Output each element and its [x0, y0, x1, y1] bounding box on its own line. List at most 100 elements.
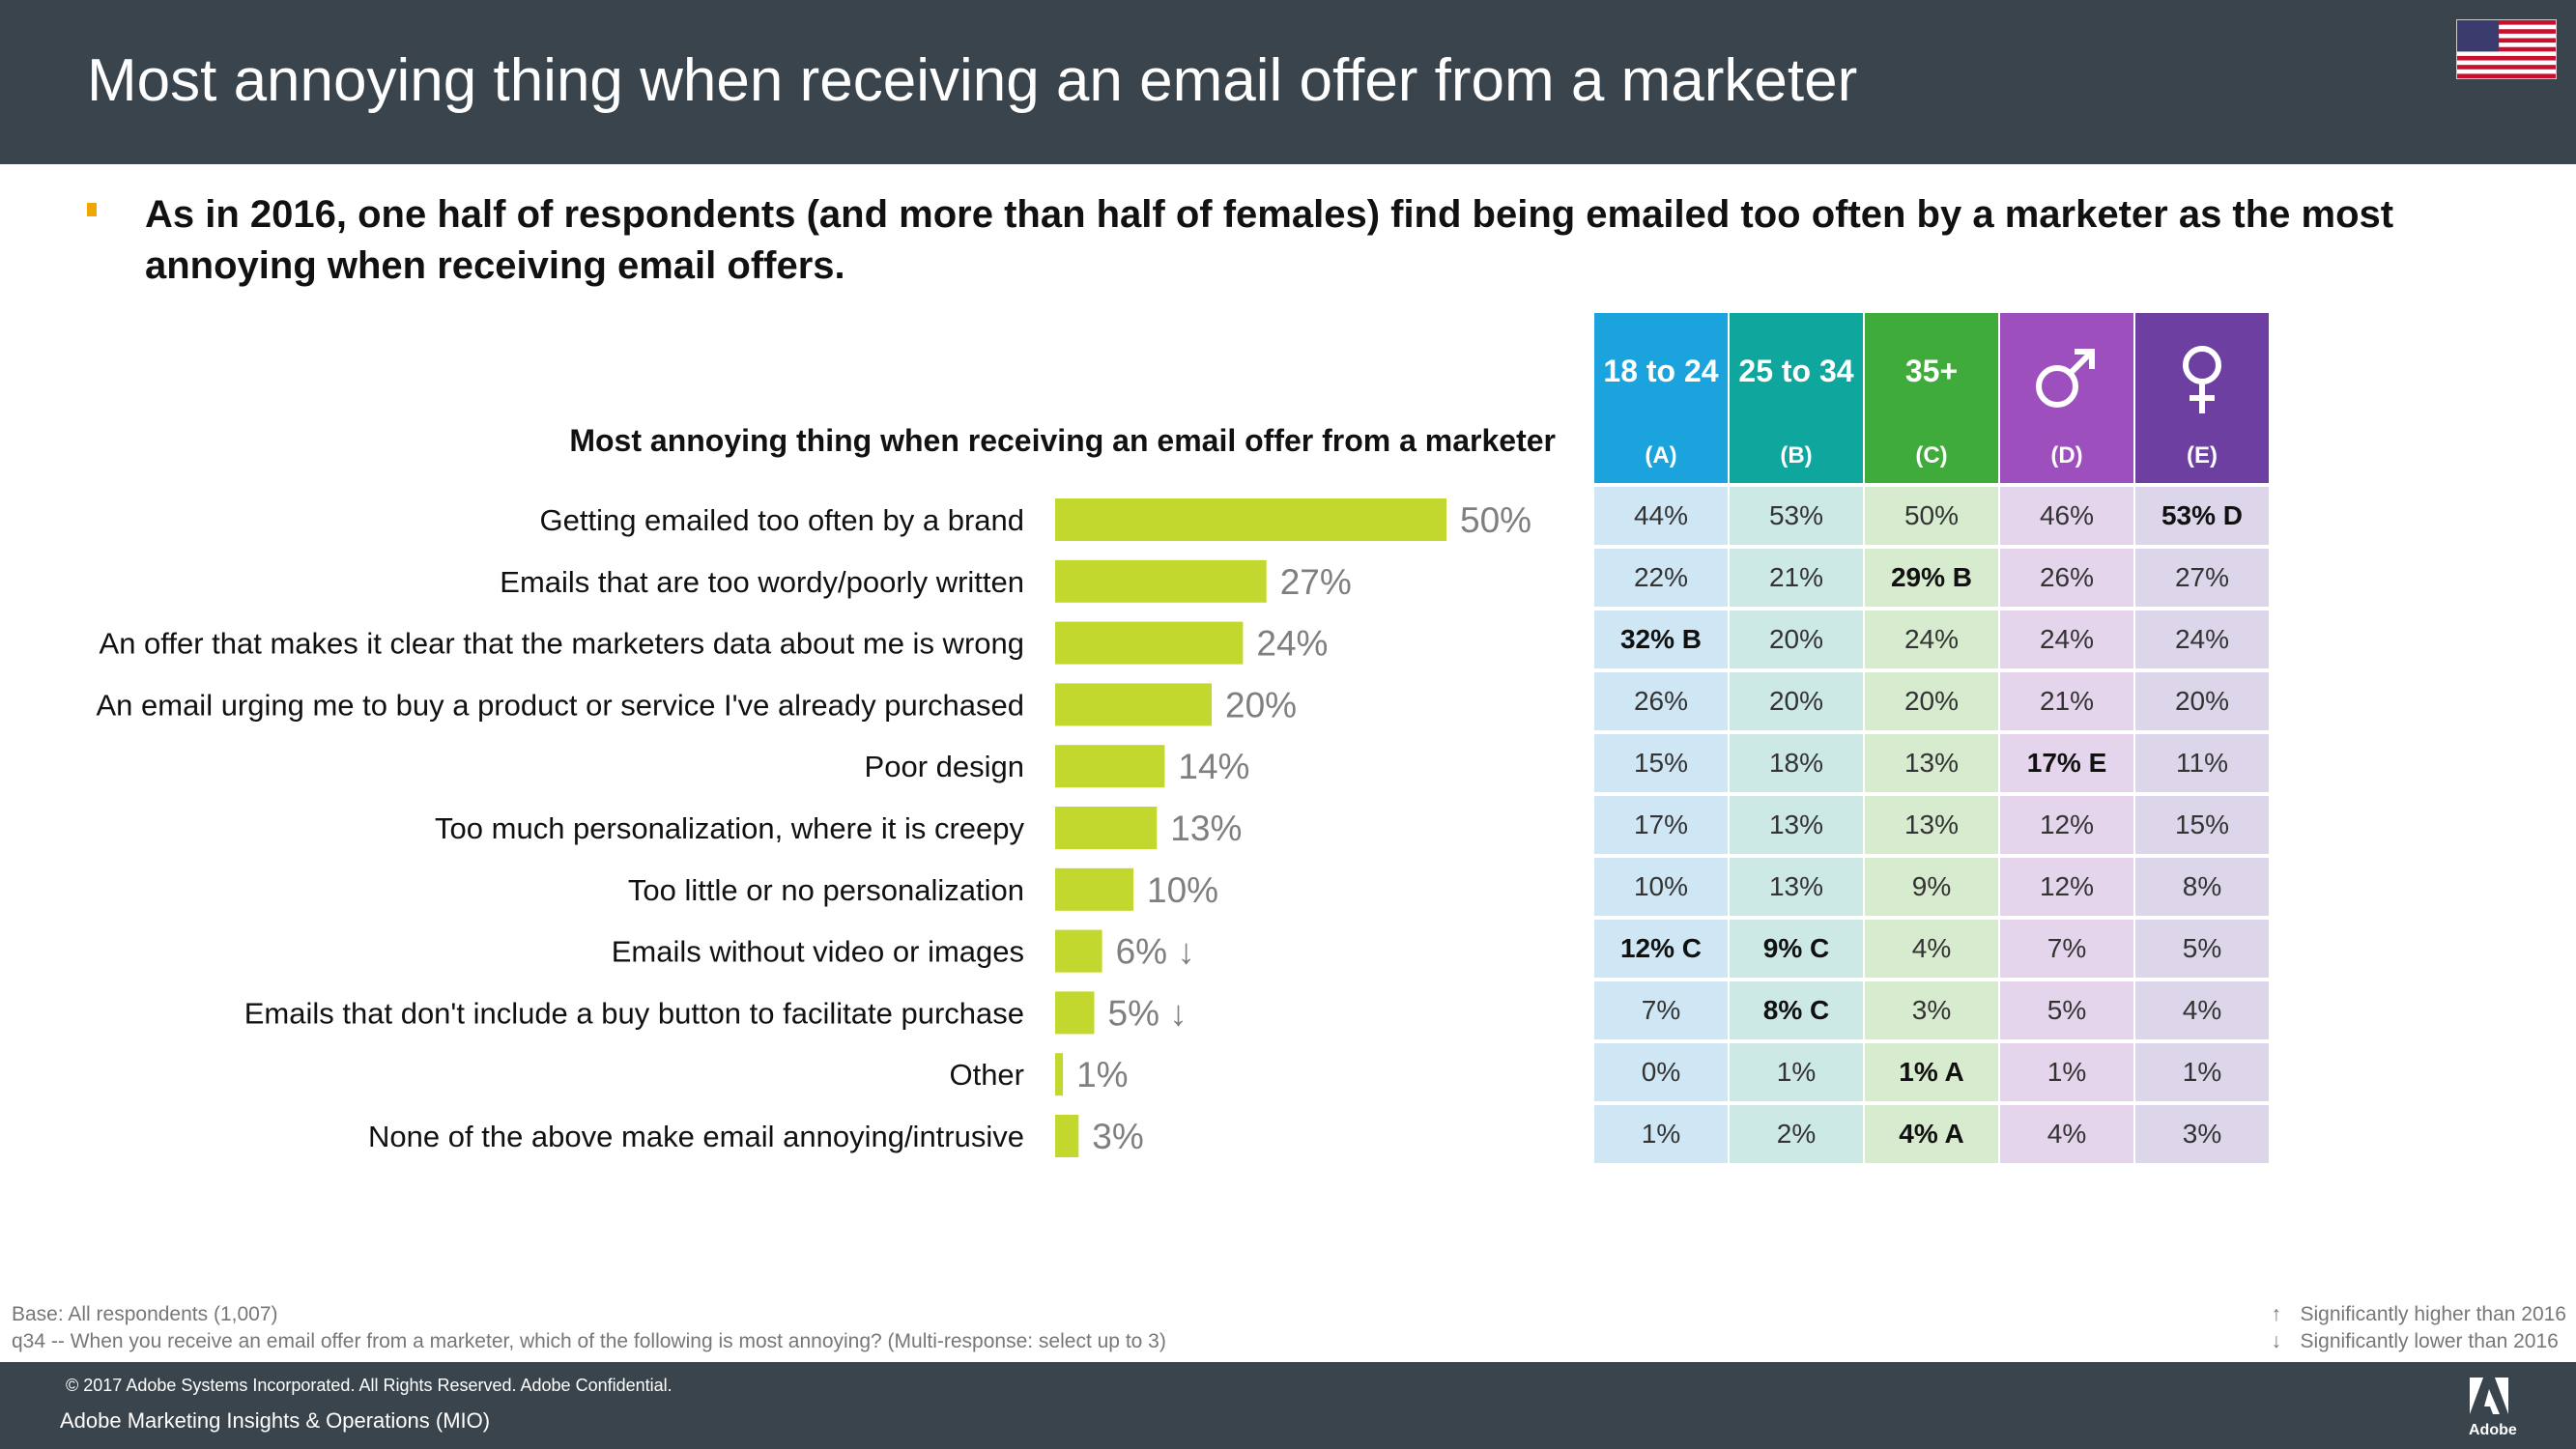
column-label: 35+: [1904, 354, 1959, 388]
column-letter: (D): [2050, 442, 2083, 469]
table-cell: 8% C: [1730, 981, 1863, 1039]
chart-title: Most annoying thing when receiving an em…: [569, 423, 1556, 458]
table-cell: 4% A: [1865, 1105, 1998, 1163]
adobe-wordmark: Adobe: [2469, 1422, 2517, 1438]
table-cell: 4%: [2000, 1105, 2133, 1163]
bullet-icon: [87, 203, 97, 216]
table-cell: 9%: [1865, 858, 1998, 916]
table-cell: 21%: [2000, 672, 2133, 730]
column-header: (D): [2000, 313, 2133, 483]
category-label: An offer that makes it clear that the ma…: [100, 627, 1024, 661]
up-arrow-icon: ↑: [2271, 1303, 2281, 1325]
table-cell: 7%: [1594, 981, 1728, 1039]
table-cell: 5%: [2000, 981, 2133, 1039]
value-label: 24%: [1256, 624, 1328, 664]
value-label: 1%: [1076, 1055, 1128, 1094]
table-cell: 11%: [2135, 734, 2269, 792]
table-cell: 50%: [1865, 487, 1998, 545]
category-label: None of the above make email annoying/in…: [368, 1120, 1024, 1153]
table-cell: 5%: [2135, 920, 2269, 978]
down-arrow-icon: ↓: [2271, 1330, 2281, 1352]
table-cell: 8%: [2135, 858, 2269, 916]
column-header: 18 to 24 (A): [1594, 313, 1728, 483]
category-label: Getting emailed too often by a brand: [540, 503, 1025, 537]
table-cell: 20%: [2135, 672, 2269, 730]
table-cell: 1%: [1594, 1105, 1728, 1163]
table-cell: 20%: [1730, 672, 1863, 730]
table-cell: 1%: [1730, 1043, 1863, 1101]
table-cell: 22%: [1594, 549, 1728, 607]
bar: [1055, 683, 1212, 726]
table-cell: 1% A: [1865, 1043, 1998, 1101]
table-cell: 12%: [2000, 858, 2133, 916]
table-cell: 13%: [1865, 734, 1998, 792]
legend-down-text: Significantly lower than 2016: [2300, 1330, 2559, 1352]
table-cell: 3%: [2135, 1105, 2269, 1163]
table-cell: 24%: [2000, 611, 2133, 668]
table-cell: 29% B: [1865, 549, 1998, 607]
footnotes: Base: All respondents (1,007) q34 -- Whe…: [12, 1301, 1166, 1355]
table-cell: 13%: [1730, 796, 1863, 854]
value-label: 5% ↓: [1108, 993, 1188, 1033]
table-cell: 17% E: [2000, 734, 2133, 792]
column-label: 18 to 24: [1603, 354, 1719, 388]
table-cell: 3%: [1865, 981, 1998, 1039]
bar: [1055, 929, 1102, 973]
table-cell: 9% C: [1730, 920, 1863, 978]
base-note: Base: All respondents (1,007): [12, 1303, 278, 1325]
significance-legend: ↑ Significantly higher than 2016 ↓ Signifi…: [2271, 1301, 2566, 1355]
copyright-text: © 2017 Adobe Systems Incorporated. All R…: [66, 1376, 673, 1395]
category-label: Poor design: [865, 750, 1024, 783]
column-letter: (B): [1780, 442, 1813, 469]
table-cell: 46%: [2000, 487, 2133, 545]
column-header: (E): [2135, 313, 2269, 483]
column-label: 25 to 34: [1738, 354, 1854, 388]
us-flag-icon: [2456, 19, 2557, 79]
column-header: 35+ (C): [1865, 313, 1998, 483]
table-cell: 12% C: [1594, 920, 1728, 978]
table-cell: 2%: [1730, 1105, 1863, 1163]
table-cell: 24%: [2135, 611, 2269, 668]
table-cell: 20%: [1730, 611, 1863, 668]
bar: [1055, 867, 1133, 911]
column-letter: (C): [1915, 442, 1948, 469]
title-bar: Most annoying thing when receiving an em…: [0, 0, 2576, 164]
table-cell: 44%: [1594, 487, 1728, 545]
category-label: Emails that are too wordy/poorly written: [500, 565, 1024, 599]
table-cell: 7%: [2000, 920, 2133, 978]
male-symbol-icon: [2036, 349, 2095, 408]
bar: [1055, 559, 1267, 603]
table-cell: 17%: [1594, 796, 1728, 854]
category-label: Emails without video or images: [612, 935, 1024, 969]
table-cell: 0%: [1594, 1043, 1728, 1101]
category-label: An email urging me to buy a product or s…: [96, 688, 1024, 722]
value-label: 20%: [1225, 685, 1297, 724]
table-cell: 13%: [1865, 796, 1998, 854]
bar: [1055, 498, 1446, 541]
category-label: Too little or no personalization: [628, 873, 1024, 907]
table-cell: 1%: [2135, 1043, 2269, 1101]
table-cell: 24%: [1865, 611, 1998, 668]
table-cell: 4%: [2135, 981, 2269, 1039]
column-letter: (A): [1645, 442, 1677, 469]
key-finding-text: As in 2016, one half of respondents (and…: [145, 193, 2394, 287]
value-label: 27%: [1280, 562, 1352, 602]
table-cell: 26%: [2000, 549, 2133, 607]
legend-up-text: Significantly higher than 2016: [2300, 1303, 2566, 1325]
table-cell: 10%: [1594, 858, 1728, 916]
question-note: q34 -- When you receive an email offer f…: [12, 1330, 1166, 1352]
value-label: 13%: [1170, 809, 1242, 848]
female-symbol-icon: [2183, 346, 2221, 413]
value-label: 10%: [1147, 870, 1218, 910]
bar: [1055, 621, 1244, 665]
value-label: 50%: [1460, 500, 1531, 540]
department-text: Adobe Marketing Insights & Operations (M…: [60, 1408, 491, 1433]
table-cell: 53% D: [2135, 487, 2269, 545]
table-cell: 20%: [1865, 672, 1998, 730]
bar: [1055, 991, 1095, 1035]
footer-bar: © 2017 Adobe Systems Incorporated. All R…: [0, 1362, 2576, 1449]
table-cell: 18%: [1730, 734, 1863, 792]
adobe-logo-icon: [2470, 1378, 2508, 1414]
table-cell: 26%: [1594, 672, 1728, 730]
table-cell: 1%: [2000, 1043, 2133, 1101]
